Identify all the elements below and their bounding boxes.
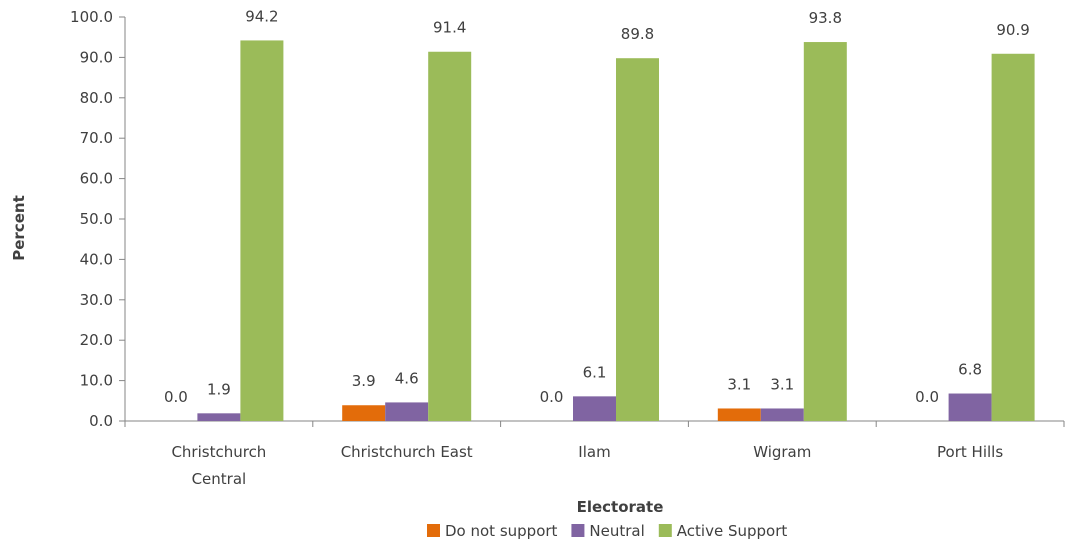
- y-tick-label: 40.0: [80, 250, 113, 268]
- bar: [616, 58, 659, 421]
- data-label: 6.8: [958, 361, 982, 379]
- legend-swatch: [658, 524, 672, 537]
- bar: [760, 408, 804, 421]
- data-label: 90.9: [996, 21, 1029, 39]
- legend: Do not support Neutral Active Support: [427, 522, 787, 540]
- x-axis: Christchurch Central Christchurch East Ilam…: [124, 420, 1065, 488]
- y-tick-label: 20.0: [80, 331, 113, 349]
- legend-swatch: [427, 524, 440, 537]
- bar: [717, 408, 761, 421]
- data-label: 6.1: [583, 363, 607, 381]
- y-tick-label: 80.0: [80, 89, 113, 107]
- bar: [803, 42, 847, 421]
- x-tick-label-line: Wigram: [753, 443, 811, 461]
- x-tick-label: Christchurch Central: [171, 443, 266, 488]
- data-label: 3.1: [770, 375, 794, 393]
- legend-label: Do not support: [445, 522, 558, 540]
- y-tick-label: 100.0: [70, 8, 113, 26]
- x-tick-label-line: Christchurch: [171, 443, 266, 461]
- x-axis-title: Electorate: [577, 498, 664, 516]
- data-label: 4.6: [395, 369, 419, 387]
- x-tick-label: Ilam: [578, 443, 610, 461]
- x-tick-label-line: Port Hills: [937, 443, 1003, 461]
- legend-label: Active Support: [677, 522, 788, 540]
- bar: [197, 413, 241, 421]
- legend-item: Neutral: [571, 522, 645, 540]
- y-tick-label: 10.0: [80, 372, 113, 390]
- data-label: 91.4: [433, 19, 466, 37]
- data-label: 3.9: [352, 372, 376, 390]
- legend-item: Active Support: [658, 522, 788, 540]
- y-tick-label: 60.0: [80, 170, 113, 188]
- data-label: 93.8: [809, 9, 842, 27]
- x-tick-label: Port Hills: [937, 443, 1003, 461]
- data-label: 0.0: [540, 388, 564, 406]
- y-axis-title: Percent: [10, 195, 28, 260]
- y-axis: 0.0 10.0 20.0 30.0 40.0 50.0 60.0 70.0 80.0 90.0 1…: [70, 8, 126, 430]
- data-label: 0.0: [915, 388, 939, 406]
- x-tick-label: Christchurch East: [341, 443, 473, 461]
- legend-item: Do not support: [427, 522, 558, 540]
- y-tick-label: 90.0: [80, 48, 113, 66]
- data-label: 89.8: [621, 25, 654, 43]
- y-tick-label: 30.0: [80, 291, 113, 309]
- x-tick-label-line: Ilam: [578, 443, 610, 461]
- bar: [991, 53, 1035, 421]
- x-tick-label-line: Christchurch East: [341, 443, 473, 461]
- data-label: 3.1: [727, 375, 751, 393]
- data-label: 1.9: [207, 380, 231, 398]
- bar: [240, 40, 284, 421]
- bar: [385, 402, 429, 421]
- bar: [428, 51, 472, 422]
- bars: [197, 40, 1035, 422]
- x-tick-label: Wigram: [753, 443, 811, 461]
- data-label: 94.2: [245, 7, 278, 25]
- bar: [948, 393, 992, 421]
- x-tick-label-line: Central: [192, 470, 247, 488]
- bar: [342, 405, 386, 421]
- y-tick-label: 70.0: [80, 129, 113, 147]
- y-tick-label: 0.0: [89, 412, 113, 430]
- data-labels: 0.0 1.9 94.2 3.9 4.6 91.4 0.0 6.1 89.8 3.1 3.1 93.8…: [164, 7, 1030, 406]
- legend-swatch: [571, 524, 585, 537]
- data-label: 0.0: [164, 388, 188, 406]
- y-tick-label: 50.0: [80, 210, 113, 228]
- bar: [573, 396, 616, 421]
- legend-label: Neutral: [589, 522, 644, 540]
